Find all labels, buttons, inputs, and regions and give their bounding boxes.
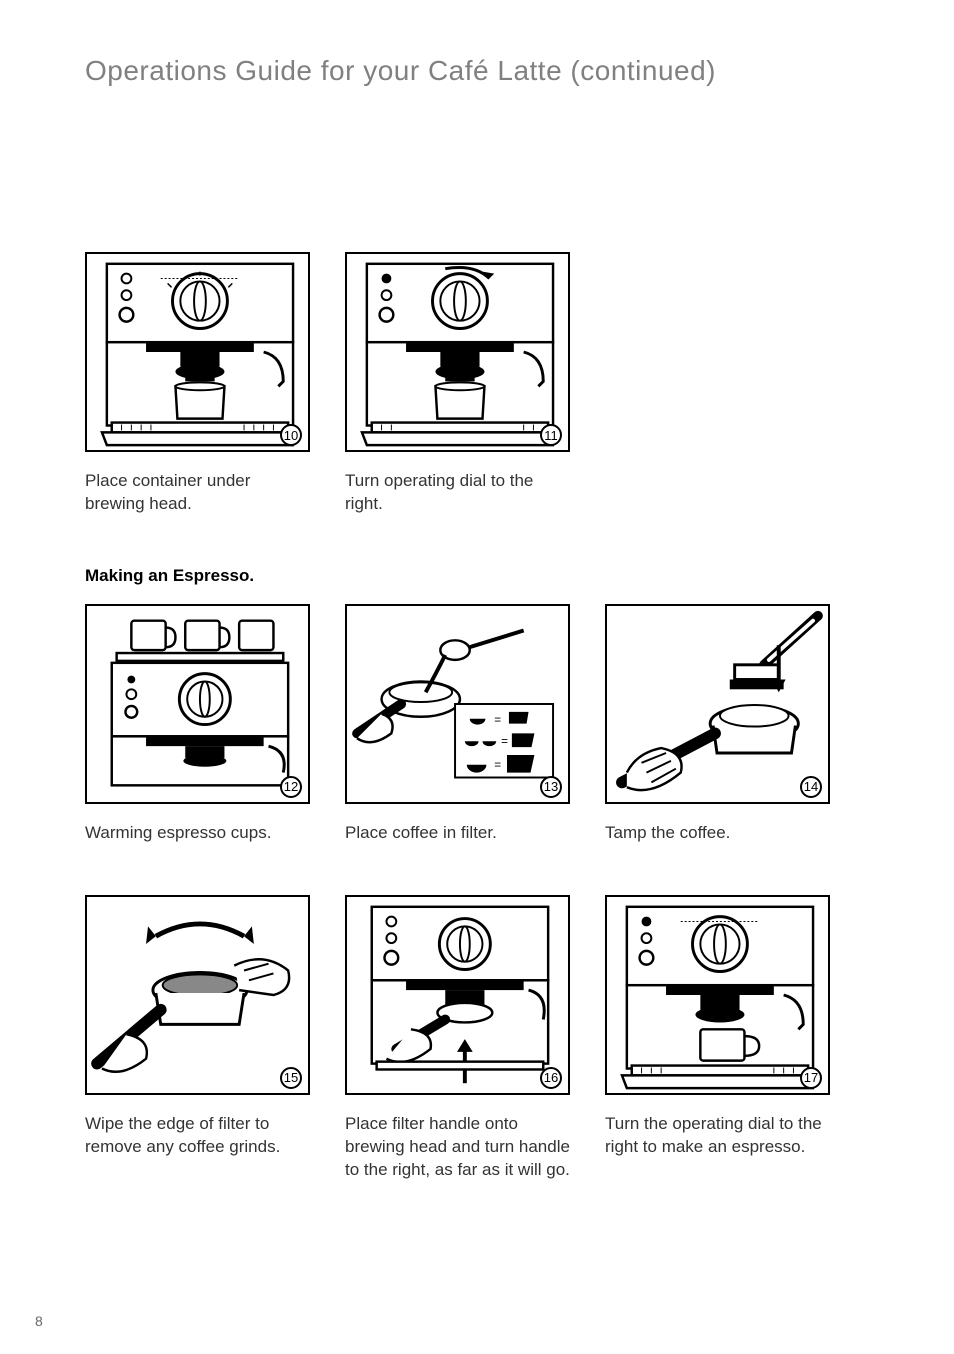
caption-11: Turn operating dial to the right. <box>345 470 570 516</box>
step-16: 16 Place filter handle onto brewing head… <box>345 895 570 1182</box>
figure-11: 11 <box>345 252 570 452</box>
figure-13: = = = 13 <box>345 604 570 804</box>
svg-text:=: = <box>501 735 508 748</box>
step-14: 14 Tamp the coffee. <box>605 604 830 845</box>
caption-13: Place coffee in filter. <box>345 822 570 845</box>
caption-15: Wipe the edge of filter to remove any co… <box>85 1113 310 1159</box>
step-11: 11 Turn operating dial to the right. <box>345 252 570 516</box>
step-13: = = = 13 Place coffee in filter. <box>345 604 570 845</box>
caption-16: Place filter handle onto brewing head an… <box>345 1113 570 1182</box>
step-number-15: 15 <box>280 1067 302 1089</box>
svg-text:=: = <box>494 713 501 726</box>
caption-12: Warming espresso cups. <box>85 822 310 845</box>
step-number-16: 16 <box>540 1067 562 1089</box>
figure-10: 10 <box>85 252 310 452</box>
figure-12: 12 <box>85 604 310 804</box>
caption-17: Turn the operating dial to the right to … <box>605 1113 830 1159</box>
figure-16: 16 <box>345 895 570 1095</box>
figure-14: 14 <box>605 604 830 804</box>
step-number-12: 12 <box>280 776 302 798</box>
svg-text:=: = <box>494 759 501 772</box>
step-15: 15 Wipe the edge of filter to remove any… <box>85 895 310 1182</box>
row-3: 15 Wipe the edge of filter to remove any… <box>85 895 894 1182</box>
step-12: 12 Warming espresso cups. <box>85 604 310 845</box>
row-2: 12 Warming espresso cups. <box>85 604 894 845</box>
row-1: 10 Place container under brewing head. <box>85 252 894 516</box>
step-number-17: 17 <box>800 1067 822 1089</box>
caption-10: Place container under brewing head. <box>85 470 310 516</box>
page-title: Operations Guide for your Café Latte (co… <box>85 55 894 87</box>
step-number-10: 10 <box>280 424 302 446</box>
step-number-11: 11 <box>540 424 562 446</box>
step-10: 10 Place container under brewing head. <box>85 252 310 516</box>
section-heading: Making an Espresso. <box>85 566 894 586</box>
step-number-13: 13 <box>540 776 562 798</box>
figure-17: 17 <box>605 895 830 1095</box>
page-number: 8 <box>35 1313 43 1329</box>
figure-15: 15 <box>85 895 310 1095</box>
step-number-14: 14 <box>800 776 822 798</box>
caption-14: Tamp the coffee. <box>605 822 830 845</box>
step-17: 17 Turn the operating dial to the right … <box>605 895 830 1182</box>
